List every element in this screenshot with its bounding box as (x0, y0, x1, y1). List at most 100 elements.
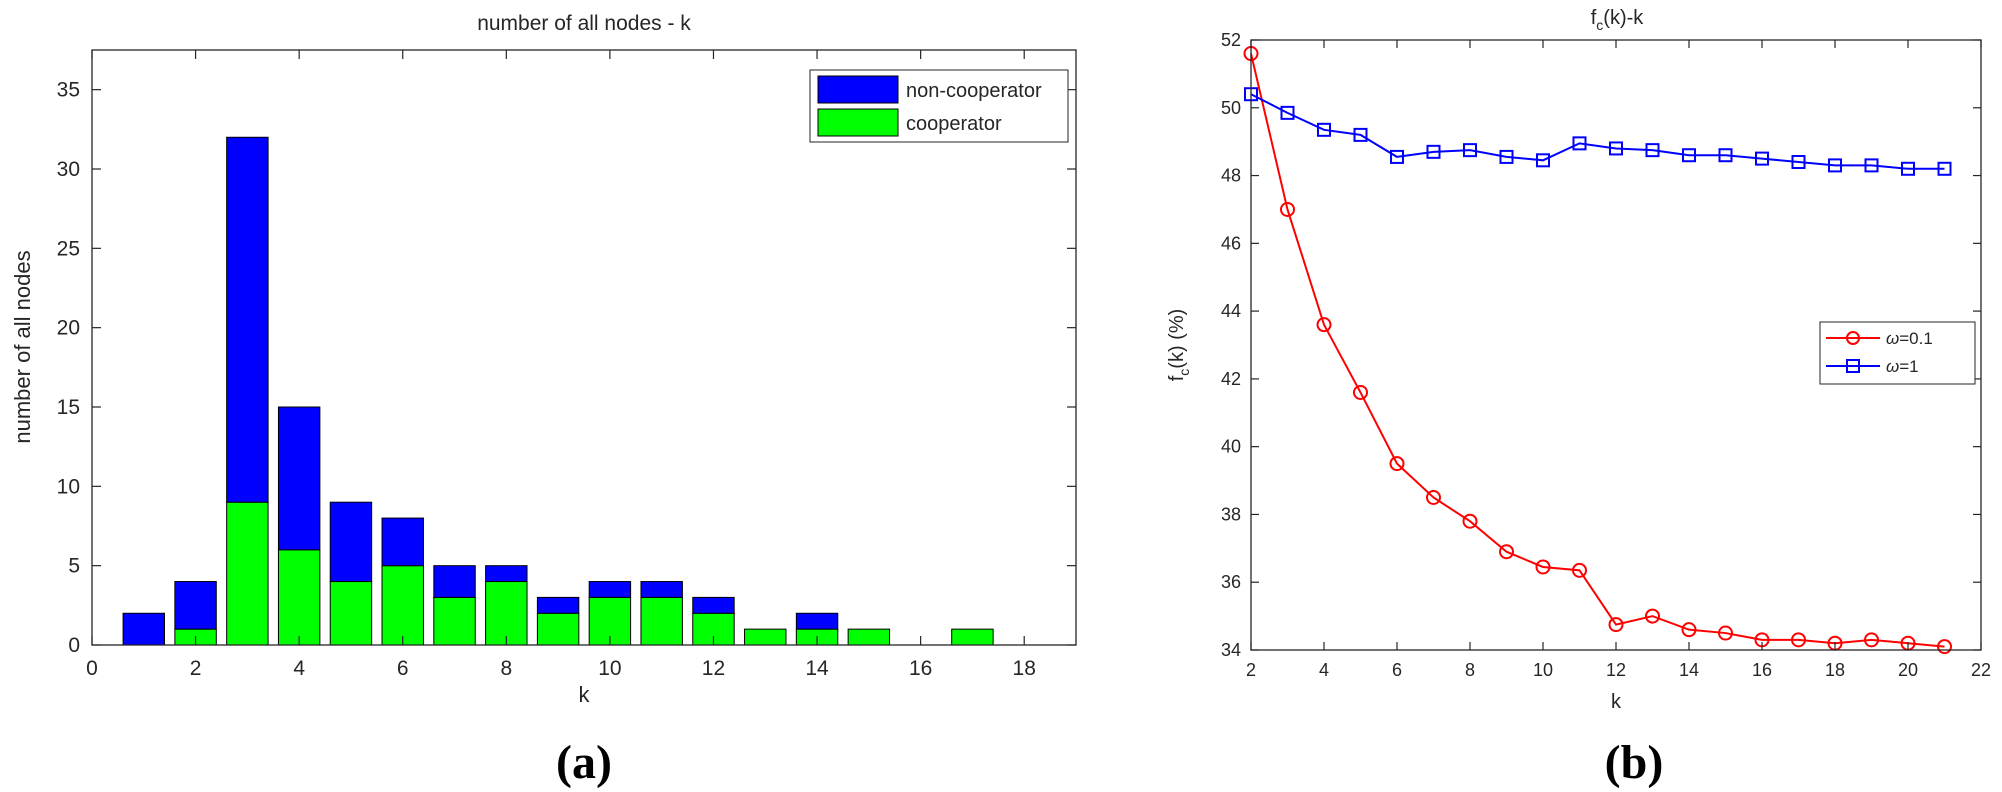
point-omega-0.1-k8 (1462, 513, 1478, 529)
point-omega-0.1-k9 (1499, 544, 1514, 560)
point-omega-1-k8 (1463, 143, 1477, 158)
legend-value-omega-1: =1 (1899, 357, 1918, 376)
panel-b-title: fc(k)-k (1591, 7, 1645, 33)
panel-a-axes-box (91, 49, 1077, 646)
x-tick-label: 6 (397, 657, 409, 680)
y-tick-label: 48 (1221, 166, 1241, 186)
bar-cooperator-k15 (847, 628, 891, 646)
x-tick-label: 18 (1013, 657, 1036, 680)
legend-label-omega-0.1: ω=0.1 (1886, 329, 1933, 348)
legend-label-cooperator: cooperator (906, 113, 1002, 135)
x-tick-label: 8 (1465, 660, 1475, 680)
bar-non-cooperator-k7 (433, 565, 476, 598)
point-omega-1-k11 (1572, 136, 1587, 151)
point-omega-0.1-k5 (1353, 384, 1368, 400)
panel-b-legend-box (1819, 321, 1976, 385)
bar-non-cooperator-k14 (795, 612, 839, 630)
x-tick-label: 8 (500, 657, 512, 680)
panel-a-legend: non-cooperator cooperator (809, 69, 1069, 143)
x-tick-label: 14 (1679, 660, 1699, 680)
legend-symbol-omega-0.1: ω (1886, 329, 1899, 348)
point-omega-0.1-k10 (1535, 559, 1551, 575)
point-omega-0.1-k12 (1608, 617, 1624, 633)
y-tick-label: 5 (68, 555, 80, 578)
panel-a-x-label: k (579, 682, 591, 707)
point-omega-1-k7 (1426, 144, 1441, 159)
y-tick-label: 35 (57, 79, 80, 102)
point-omega-1-k21 (1937, 161, 1952, 176)
x-tick-label: 16 (909, 657, 932, 680)
point-omega-1-k9 (1499, 149, 1514, 164)
x-tick-label: 22 (1971, 660, 1991, 680)
x-tick-label: 14 (805, 657, 829, 680)
x-tick-label: 6 (1392, 660, 1402, 680)
bar-cooperator-k4 (277, 549, 321, 646)
panel-b-x-ticks: 2 4 6 8 10 12 14 16 18 20 22 (1246, 40, 1991, 680)
bar-non-cooperator-k11 (640, 581, 683, 598)
legend-label-omega-1: ω=1 (1886, 357, 1919, 376)
bar-non-cooperator-k8 (485, 565, 528, 583)
panel-b-y-label-sub: c (1176, 369, 1192, 376)
y-tick-label: 34 (1221, 640, 1241, 660)
panel-a-y-label: number of all nodes (10, 250, 35, 443)
bar-cooperator-k6 (381, 565, 424, 646)
point-omega-1-k6 (1390, 149, 1404, 164)
panel-b-y-label-main: f (1166, 375, 1188, 381)
x-tick-label: 10 (598, 657, 621, 680)
y-tick-label: 50 (1221, 98, 1241, 118)
panel-b-y-label-rest: (k) (%) (1166, 309, 1188, 369)
bar-non-cooperator-k12 (692, 596, 735, 614)
point-omega-0.1-k7 (1426, 490, 1441, 505)
panel-b-title-main: f (1591, 7, 1597, 29)
y-tick-label: 30 (57, 158, 80, 181)
point-omega-1-k14 (1682, 148, 1696, 163)
point-omega-1-k15 (1718, 148, 1733, 163)
bar-non-cooperator-k5 (329, 501, 373, 583)
point-omega-0.1-k6 (1389, 456, 1405, 472)
panel-a-x-ticks: 0 2 4 6 8 10 12 14 16 18 (86, 50, 1036, 680)
y-tick-label: 40 (1221, 437, 1241, 457)
y-tick-label: 20 (57, 317, 80, 340)
panel-b-x-label: k (1611, 691, 1622, 713)
y-tick-label: 52 (1221, 30, 1241, 50)
x-tick-label: 2 (1246, 660, 1256, 680)
panel-a-label: (a) (556, 736, 612, 789)
x-tick-label: 10 (1533, 660, 1553, 680)
y-tick-label: 42 (1221, 369, 1241, 389)
point-omega-1-k12 (1609, 141, 1623, 156)
y-tick-label: 36 (1221, 572, 1241, 592)
point-omega-0.1-k17 (1791, 632, 1806, 648)
point-omega-1-k16 (1755, 151, 1769, 166)
y-tick-label: 38 (1221, 504, 1241, 524)
legend-symbol-omega-1: ω (1886, 357, 1899, 376)
panel-a-y-ticks: 0 5 10 15 20 25 30 35 (57, 79, 1076, 657)
point-omega-1-k17 (1791, 155, 1806, 169)
point-omega-0.1-k19 (1864, 632, 1879, 648)
x-tick-label: 12 (1606, 660, 1626, 680)
bar-cooperator-k8 (485, 581, 528, 646)
panel-b-label: (b) (1605, 736, 1664, 789)
x-tick-label: 12 (702, 657, 725, 680)
bar-non-cooperator-k3 (226, 136, 269, 503)
point-omega-1-k5 (1353, 127, 1368, 142)
point-omega-1-k13 (1645, 143, 1660, 158)
legend-swatch-cooperator (817, 108, 899, 137)
x-tick-label: 20 (1898, 660, 1918, 680)
bar-non-cooperator-k4 (277, 406, 321, 551)
panel-b-line-chart: fc(k)-k 2 4 6 8 10 12 14 16 18 20 22 3436384042444… (1166, 7, 1991, 789)
point-omega-0.1-k11 (1572, 562, 1587, 578)
panel-b-legend: ω=0.1 ω=1 (1819, 321, 1976, 385)
point-omega-0.1-k14 (1681, 622, 1697, 638)
legend-marker-omega-0.1 (1846, 331, 1860, 345)
point-omega-1-k20 (1901, 161, 1915, 176)
point-omega-1-k4 (1317, 122, 1331, 137)
bar-non-cooperator-k1 (122, 612, 166, 646)
bar-non-cooperator-k6 (381, 517, 424, 567)
panel-b-y-label: fc(k) (%) (1166, 309, 1192, 382)
bar-cooperator-k5 (329, 581, 373, 646)
x-tick-label: 2 (190, 657, 202, 680)
bar-non-cooperator-k10 (588, 581, 632, 598)
point-omega-1-k18 (1828, 158, 1842, 173)
panel-b-title-sub: c (1596, 17, 1603, 33)
